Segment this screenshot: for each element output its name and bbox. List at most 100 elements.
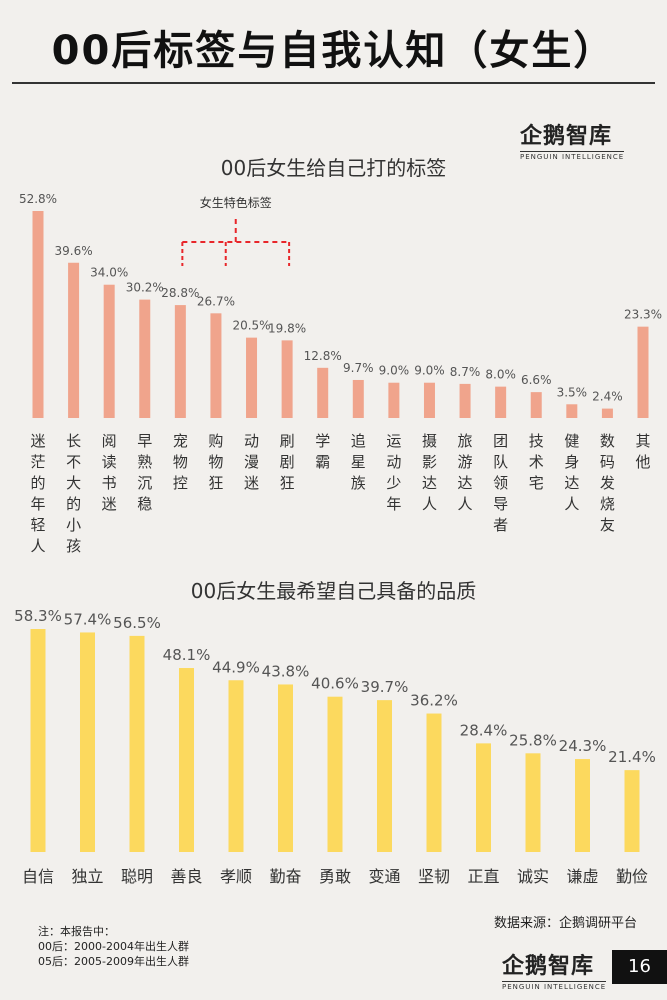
title-divider [12, 82, 655, 84]
chart2-category-label: 谦虚 [566, 867, 598, 886]
chart2-value-label: 43.8% [262, 662, 310, 680]
chart1-category-label: 宠 [173, 432, 188, 450]
chart1-category-label: 发 [600, 474, 615, 492]
chart1-bar [68, 262, 80, 418]
chart1-category-label: 领 [493, 474, 508, 492]
logo-subtext: PENGUIN INTELLIGENCE [502, 981, 607, 991]
chart1-bar [210, 313, 222, 418]
logo-top: 企鹅智库 PENGUIN INTELLIGENCE [520, 118, 625, 161]
chart2-value-label: 39.7% [361, 678, 409, 696]
chart1-bar [388, 382, 400, 418]
chart1-bar [139, 299, 151, 418]
chart2-category-label: 孝顺 [220, 867, 252, 886]
chart1-category-label: 早 [137, 432, 152, 450]
chart2-bar [278, 684, 293, 852]
chart1-category-label: 不 [66, 453, 81, 471]
logo-bottom: 企鹅智库 PENGUIN INTELLIGENCE [502, 948, 607, 991]
chart2-value-label: 56.5% [113, 614, 161, 632]
chart1-bar [317, 367, 329, 418]
chart2-category-label: 变通 [368, 867, 400, 886]
chart1-title: 00后女生给自己打的标签 [220, 156, 447, 180]
chart1-bar [530, 392, 542, 418]
chart1-category-label: 大 [66, 474, 81, 492]
chart1-category-label: 旅 [458, 432, 473, 450]
chart1-value-label: 9.7% [343, 361, 374, 375]
footnote-line: 00后：2000-2004年出生人群 [38, 940, 189, 953]
logo-text: 企鹅智库 [502, 954, 595, 979]
chart1-value-label: 9.0% [379, 364, 410, 378]
footnote-line: 注：本报告中： [38, 925, 115, 938]
chart1-category-label: 稳 [137, 495, 152, 513]
chart1-annotation: 女生特色标签 [200, 195, 272, 210]
chart2-bar [30, 629, 46, 852]
chart1-category-label: 烧 [600, 495, 615, 513]
chart2-bar [426, 713, 442, 852]
chart1-category-label: 星 [351, 453, 366, 471]
chart2-bar [129, 635, 145, 852]
chart1-category-label: 动 [244, 432, 259, 450]
chart2-value-label: 40.6% [311, 675, 359, 693]
chart2-category-label: 正直 [467, 867, 499, 886]
chart1-category-label: 达 [422, 474, 437, 492]
chart1-bar [423, 382, 435, 418]
chart1-category-label: 游 [458, 453, 473, 471]
chart1-category-label: 霸 [315, 453, 330, 471]
chart1-category-label: 沉 [137, 474, 152, 492]
chart1-category-label: 数 [600, 432, 615, 450]
chart2-title: 00后女生最希望自己具备的品质 [190, 579, 477, 603]
chart1-category-label: 影 [422, 453, 437, 471]
chart1-category-label: 购 [208, 432, 223, 450]
chart2-value-label: 21.4% [608, 748, 656, 766]
chart1-bar [352, 379, 364, 418]
chart1-value-label: 39.6% [55, 244, 93, 258]
chart1-category-label: 少 [386, 474, 401, 492]
chart1-value-label: 19.8% [268, 321, 306, 335]
chart1-bar [32, 211, 44, 418]
chart2-bar [228, 680, 244, 852]
logo-subtext: PENGUIN INTELLIGENCE [520, 151, 625, 161]
footnote-line: 05后：2005-2009年出生人群 [38, 955, 189, 968]
chart1-category-label: 迷 [244, 474, 259, 492]
chart2-bar [575, 759, 590, 852]
chart1-category-label: 健 [564, 432, 579, 450]
chart2-category-label: 诚实 [517, 867, 549, 886]
chart1-category-label: 运 [386, 432, 401, 450]
chart1-category-label: 刷 [280, 432, 295, 450]
chart2-bar [179, 668, 194, 852]
chart1-category-label: 茫 [30, 453, 45, 471]
chart1-category-label: 宅 [529, 474, 544, 492]
chart1-category-label: 长 [66, 432, 81, 450]
chart1-value-label: 9.0% [414, 364, 445, 378]
chart1-category-label: 身 [564, 453, 579, 471]
chart1-category-label: 年 [386, 495, 401, 513]
chart2-bar [377, 700, 392, 852]
footnote: 注：本报告中： 00后：2000-2004年出生人群 05后：2005-2009… [38, 924, 189, 969]
chart1-category-label: 友 [600, 516, 615, 534]
chart1-value-label: 3.5% [557, 385, 588, 399]
chart2-value-label: 24.3% [559, 737, 607, 755]
chart2-bar [525, 753, 541, 852]
chart1-category-label: 狂 [208, 474, 223, 492]
chart1-category-label: 族 [351, 474, 366, 492]
chart1-value-label: 52.8% [19, 192, 57, 206]
chart1-category-label: 物 [173, 453, 188, 471]
chart1-category-label: 导 [493, 495, 508, 513]
chart1-category-label: 阅 [102, 432, 117, 450]
chart1-category-label: 轻 [30, 516, 45, 534]
chart1-bar [459, 383, 471, 418]
chart1-category-label: 者 [493, 516, 508, 534]
chart1-category-label: 人 [564, 495, 579, 513]
chart1-category-label: 其 [635, 432, 650, 450]
chart2-category-label: 独立 [71, 867, 103, 886]
chart2-bar [476, 743, 491, 852]
chart2-category-label: 善良 [170, 867, 202, 886]
chart1-category-label: 读 [102, 453, 117, 471]
chart1-value-label: 20.5% [232, 319, 270, 333]
chart1-category-label: 狂 [280, 474, 295, 492]
chart1-category-label: 人 [422, 495, 437, 513]
chart2-category-label: 坚韧 [418, 867, 450, 886]
chart1-category-label: 人 [30, 537, 45, 555]
chart2-value-label: 57.4% [64, 610, 112, 628]
chart1-value-label: 2.4% [592, 390, 623, 404]
chart2-category-label: 聪明 [121, 867, 153, 886]
